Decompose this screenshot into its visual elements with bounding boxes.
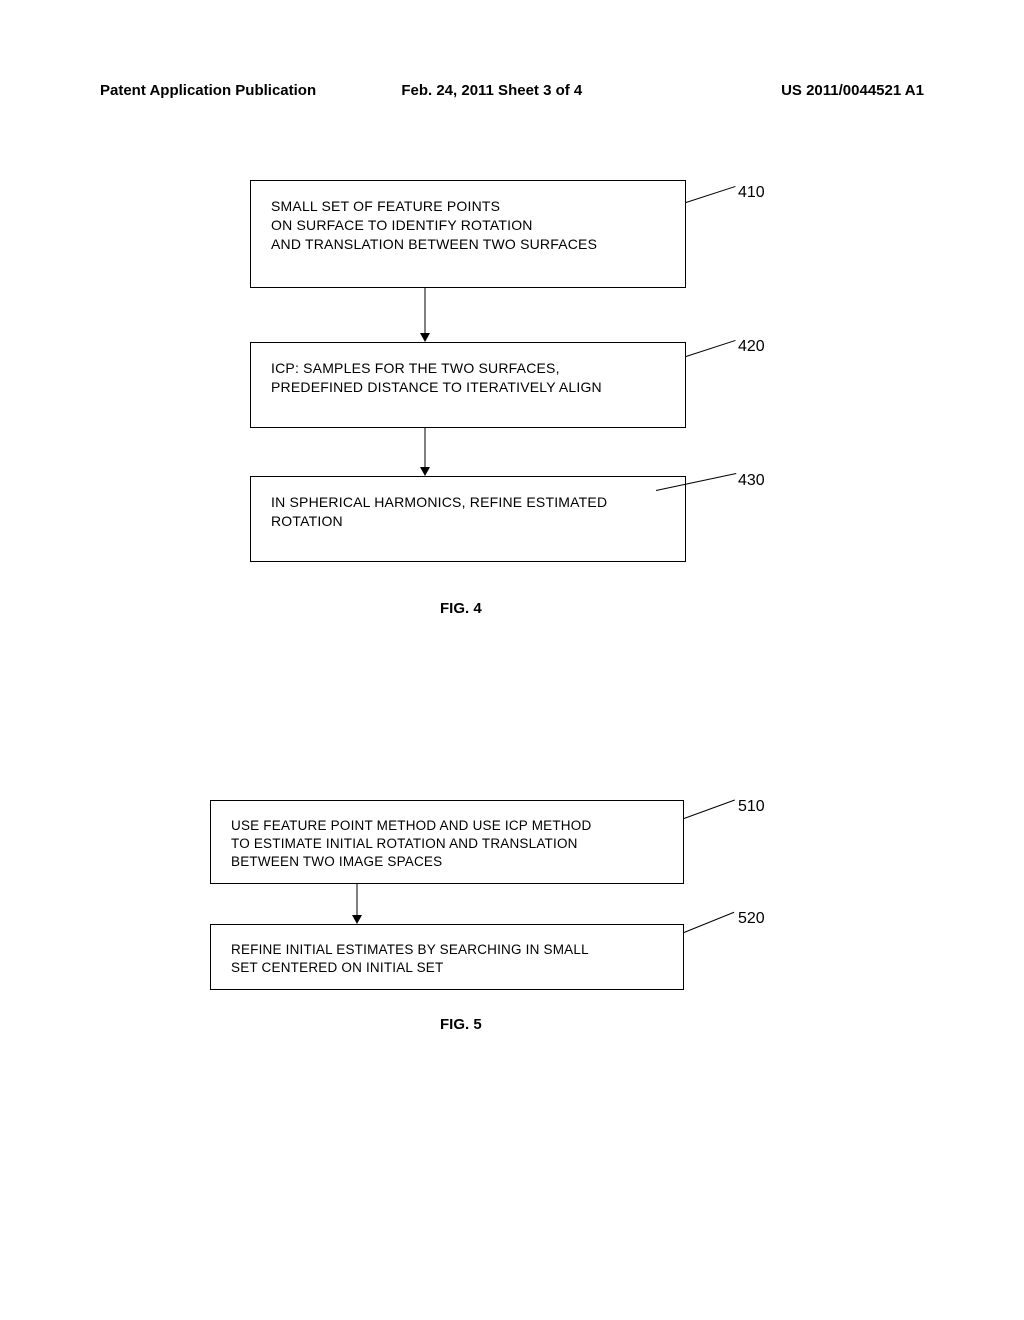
flow-label-410: 410 xyxy=(738,184,765,202)
figure-5-flowchart: USE FEATURE POINT METHOD AND USE ICP MET… xyxy=(0,800,1024,1060)
flow-box-410: SMALL SET OF FEATURE POINTS ON SURFACE T… xyxy=(250,180,686,288)
flow-box-420: ICP: SAMPLES FOR THE TWO SURFACES, PREDE… xyxy=(250,342,686,428)
header-right: US 2011/0044521 A1 xyxy=(663,82,924,99)
flow-box-text: ICP: SAMPLES FOR THE TWO SURFACES, PREDE… xyxy=(271,359,665,397)
flow-box-text: REFINE INITIAL ESTIMATES BY SEARCHING IN… xyxy=(231,941,663,977)
flow-label-520: 520 xyxy=(738,910,765,928)
arrow-shaft xyxy=(425,288,426,333)
flow-label-430: 430 xyxy=(738,472,765,490)
flow-label-510: 510 xyxy=(738,798,765,816)
flow-arrow-1 xyxy=(420,428,430,476)
header-center: Feb. 24, 2011 Sheet 3 of 4 xyxy=(361,82,662,99)
figure-4-flowchart: SMALL SET OF FEATURE POINTS ON SURFACE T… xyxy=(0,180,1024,640)
flow-arrow-0 xyxy=(420,288,430,342)
arrowhead-down-icon xyxy=(420,333,430,342)
arrowhead-down-icon xyxy=(352,915,362,924)
label-connector-520 xyxy=(684,912,734,933)
page-header: Patent Application Publication Feb. 24, … xyxy=(100,82,924,99)
header-left: Patent Application Publication xyxy=(100,82,361,99)
flow-box-text: USE FEATURE POINT METHOD AND USE ICP MET… xyxy=(231,817,663,872)
figure-caption: FIG. 5 xyxy=(440,1016,482,1033)
label-connector-410 xyxy=(686,186,736,203)
flow-box-text: SMALL SET OF FEATURE POINTS ON SURFACE T… xyxy=(271,197,665,254)
arrow-shaft xyxy=(357,884,358,915)
flow-arrow-0 xyxy=(352,884,362,924)
flow-box-520: REFINE INITIAL ESTIMATES BY SEARCHING IN… xyxy=(210,924,684,990)
figure-caption: FIG. 4 xyxy=(440,600,482,617)
label-connector-510 xyxy=(684,800,735,819)
flow-box-510: USE FEATURE POINT METHOD AND USE ICP MET… xyxy=(210,800,684,884)
label-connector-420 xyxy=(686,340,736,357)
flow-box-430: IN SPHERICAL HARMONICS, REFINE ESTIMATED… xyxy=(250,476,686,562)
flow-box-text: IN SPHERICAL HARMONICS, REFINE ESTIMATED… xyxy=(271,493,665,531)
flow-label-420: 420 xyxy=(738,338,765,356)
arrowhead-down-icon xyxy=(420,467,430,476)
arrow-shaft xyxy=(425,428,426,467)
